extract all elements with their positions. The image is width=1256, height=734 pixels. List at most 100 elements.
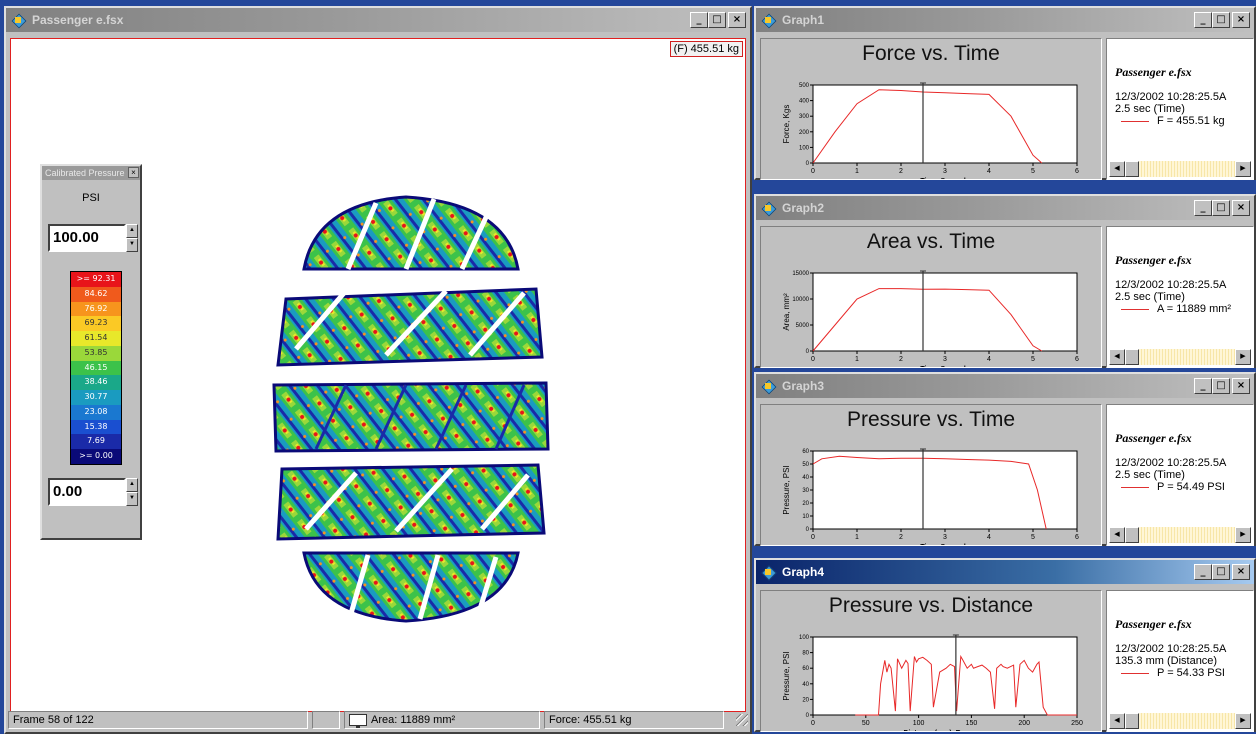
graph-plot-title: Force vs. Time bbox=[862, 42, 1000, 65]
graph-legend-entry: F = 455.51 kg bbox=[1121, 115, 1225, 127]
y-axis-label: Pressure, PSI bbox=[782, 651, 791, 700]
graph-horizontal-scrollbar[interactable]: ◀ ▶ bbox=[1109, 527, 1251, 543]
max-value-field[interactable]: 100.00 bbox=[48, 224, 126, 252]
close-button[interactable]: × bbox=[1232, 564, 1250, 580]
y-tick-label: 0 bbox=[806, 349, 810, 355]
minimize-button[interactable]: _ bbox=[1194, 200, 1212, 216]
calibrated-pressure-palette[interactable]: Calibrated Pressure × PSI 100.00 ▲ ▼ >= … bbox=[40, 164, 142, 540]
x-tick-label: 0 bbox=[811, 356, 815, 363]
palette-title-bar[interactable]: Calibrated Pressure × bbox=[42, 166, 140, 180]
scroll-thumb[interactable] bbox=[1125, 349, 1139, 365]
graph-cursor-readout: 2.5 sec (Time) bbox=[1115, 469, 1185, 481]
graph-title-bar[interactable]: Graph3 _ □ × bbox=[756, 374, 1254, 398]
graph-window-1[interactable]: Graph1 _ □ × Force vs. Time 0 1 2 3 4 5 6 0 100 200 300… bbox=[754, 6, 1256, 180]
scroll-right-icon[interactable]: ▶ bbox=[1235, 349, 1251, 365]
spin-down-icon[interactable]: ▼ bbox=[126, 492, 138, 506]
graph-plot-area[interactable]: Pressure vs. Time01234560102030405060Tim… bbox=[760, 404, 1102, 546]
force-status: Force: 455.51 kg bbox=[544, 711, 724, 729]
graph-plot-title: Pressure vs. Distance bbox=[828, 594, 1034, 617]
graph-horizontal-scrollbar[interactable]: ◀ ▶ bbox=[1109, 713, 1251, 729]
graph-legend-label: P = 54.33 PSI bbox=[1157, 667, 1225, 679]
y-tick-label: 30 bbox=[802, 488, 809, 494]
spin-up-icon[interactable]: ▲ bbox=[126, 478, 138, 492]
maximize-button[interactable]: □ bbox=[1212, 200, 1230, 216]
legend-line-swatch bbox=[1121, 120, 1149, 122]
maximize-button[interactable]: □ bbox=[1212, 564, 1230, 580]
maximize-button[interactable]: □ bbox=[708, 12, 726, 28]
graph-plot-area[interactable]: Force vs. Time 0 1 2 3 4 5 6 0 100 200 300 400 500 Tim… bbox=[760, 38, 1102, 180]
frame-status: Frame 58 of 122 bbox=[8, 711, 308, 729]
resize-grip[interactable] bbox=[736, 714, 748, 726]
scroll-track[interactable] bbox=[1139, 527, 1235, 543]
x-tick-label: 0 bbox=[811, 534, 815, 541]
x-tick-label: 3 bbox=[943, 168, 947, 175]
area-status-pane: Area: 11889 mm² bbox=[344, 711, 540, 729]
area-status: Area: 11889 mm² bbox=[371, 714, 456, 726]
scroll-thumb[interactable] bbox=[1125, 713, 1139, 729]
close-button[interactable]: × bbox=[728, 12, 746, 28]
graph-plot-area[interactable]: Area vs. Time 0 1 2 3 4 5 6 0 5000 10000 15000 Time,… bbox=[760, 226, 1102, 368]
graph-timestamp: 12/3/2002 10:28:25.5A bbox=[1115, 279, 1227, 291]
min-value-field[interactable]: 0.00 bbox=[48, 478, 126, 506]
close-button[interactable]: × bbox=[1232, 378, 1250, 394]
scroll-track[interactable] bbox=[1139, 349, 1235, 365]
y-tick-label: 40 bbox=[802, 682, 809, 688]
scroll-left-icon[interactable]: ◀ bbox=[1109, 713, 1125, 729]
graph-info-panel: Passenger e.fsx 12/3/2002 10:28:25.5A 2.5 … bbox=[1106, 226, 1254, 368]
graph-info-panel: Passenger e.fsx 12/3/2002 10:28:25.5A 2.5 … bbox=[1106, 38, 1254, 180]
y-axis-label: Force, Kgs bbox=[782, 105, 791, 144]
graph-window-2[interactable]: Graph2 _ □ × Area vs. Time 0 1 2 3 4 5 6 0 5000 10000 1… bbox=[754, 194, 1256, 368]
scroll-left-icon[interactable]: ◀ bbox=[1109, 161, 1125, 177]
x-tick-label: 6 bbox=[1075, 534, 1079, 541]
minimize-button[interactable]: _ bbox=[1194, 378, 1212, 394]
spin-down-icon[interactable]: ▼ bbox=[126, 238, 138, 252]
minimize-button[interactable]: _ bbox=[1194, 564, 1212, 580]
scroll-thumb[interactable] bbox=[1125, 161, 1139, 177]
chart-svg: 01234560102030405060Time, SecondsPressur… bbox=[782, 448, 1079, 545]
graph-legend-entry: P = 54.49 PSI bbox=[1121, 481, 1225, 493]
scroll-right-icon[interactable]: ▶ bbox=[1235, 161, 1251, 177]
graph-timestamp: 12/3/2002 10:28:25.5A bbox=[1115, 91, 1227, 103]
close-button[interactable]: × bbox=[1232, 12, 1250, 28]
x-tick-label: 1 bbox=[855, 534, 859, 541]
spin-up-icon[interactable]: ▲ bbox=[126, 224, 138, 238]
minimize-button[interactable]: _ bbox=[1194, 12, 1212, 28]
graph-window-3[interactable]: Graph3 _ □ × Pressure vs. Time 0 1 2 3 4 5 6 0 10 20 30… bbox=[754, 372, 1256, 546]
tire-footprint-map[interactable] bbox=[256, 189, 556, 629]
maximize-button[interactable]: □ bbox=[1212, 378, 1230, 394]
pressure-map-window[interactable]: Passenger e.fsx _ □ × (F) 455.51 kg bbox=[4, 6, 752, 734]
graph-horizontal-scrollbar[interactable]: ◀ ▶ bbox=[1109, 349, 1251, 365]
plot-frame bbox=[812, 450, 1078, 530]
main-title-bar[interactable]: Passenger e.fsx _ □ × bbox=[6, 8, 750, 32]
scroll-track[interactable] bbox=[1139, 161, 1235, 177]
graph-filename: Passenger e.fsx bbox=[1115, 617, 1192, 631]
force-readout: (F) 455.51 kg bbox=[669, 41, 743, 57]
scroll-track[interactable] bbox=[1139, 713, 1235, 729]
scroll-right-icon[interactable]: ▶ bbox=[1235, 713, 1251, 729]
scroll-thumb[interactable] bbox=[1125, 527, 1139, 543]
pressure-map-canvas[interactable]: (F) 455.51 kg bbox=[10, 38, 746, 712]
y-tick-label: 10000 bbox=[792, 297, 809, 303]
graph-legend-label: P = 54.49 PSI bbox=[1157, 481, 1225, 493]
monitor-icon bbox=[349, 714, 367, 728]
scale-level: 15.38 bbox=[71, 419, 121, 435]
maximize-button[interactable]: □ bbox=[1212, 12, 1230, 28]
minimize-button[interactable]: _ bbox=[690, 12, 708, 28]
scale-level: 23.08 bbox=[71, 404, 121, 420]
graph-title-bar[interactable]: Graph4 _ □ × bbox=[756, 560, 1254, 584]
palette-close-button[interactable]: × bbox=[128, 167, 139, 178]
graph-legend-entry: P = 54.33 PSI bbox=[1121, 667, 1225, 679]
y-axis-label: Area, mm² bbox=[782, 293, 791, 331]
min-value-spinner[interactable]: 0.00 ▲ ▼ bbox=[48, 478, 138, 506]
close-button[interactable]: × bbox=[1232, 200, 1250, 216]
scroll-right-icon[interactable]: ▶ bbox=[1235, 527, 1251, 543]
scroll-left-icon[interactable]: ◀ bbox=[1109, 527, 1125, 543]
graph-title-bar[interactable]: Graph1 _ □ × bbox=[756, 8, 1254, 32]
graph-plot-area[interactable]: Pressure vs. Distance 0 50 100 150 200 250 0 20 4… bbox=[760, 590, 1102, 732]
graph-title-bar[interactable]: Graph2 _ □ × bbox=[756, 196, 1254, 220]
scroll-left-icon[interactable]: ◀ bbox=[1109, 349, 1125, 365]
graph-horizontal-scrollbar[interactable]: ◀ ▶ bbox=[1109, 161, 1251, 177]
graph-plot-title: Pressure vs. Time bbox=[846, 408, 1016, 431]
graph-window-4[interactable]: Graph4 _ □ × Pressure vs. Distance 0 50 100 150 2… bbox=[754, 558, 1256, 732]
max-value-spinner[interactable]: 100.00 ▲ ▼ bbox=[48, 224, 138, 252]
